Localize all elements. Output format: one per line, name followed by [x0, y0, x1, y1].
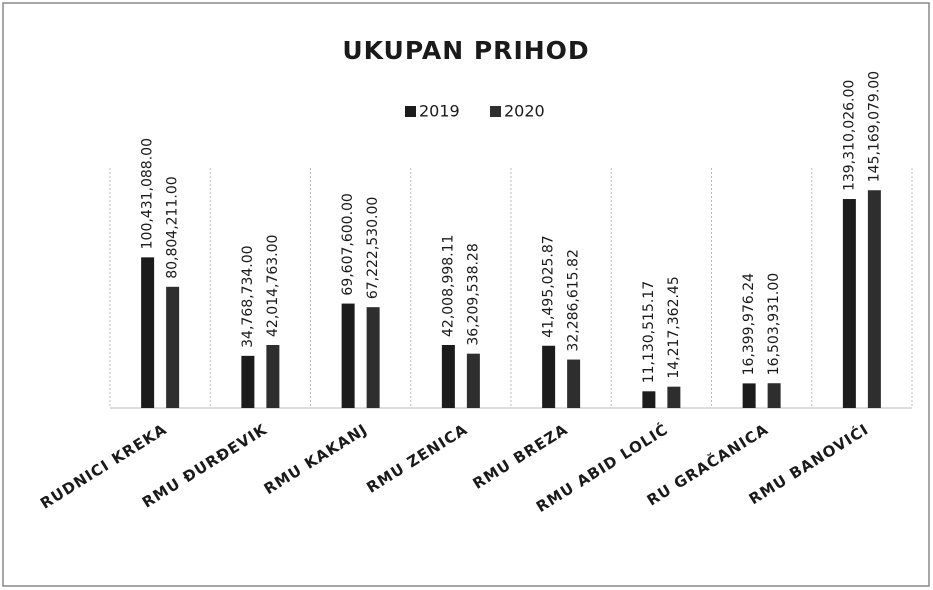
value-label: 42,008,998.11 — [440, 235, 456, 337]
legend-label: 2019 — [419, 102, 460, 121]
bar — [341, 303, 355, 408]
bar — [441, 344, 455, 408]
bar — [542, 345, 556, 408]
value-label: 139,310,026.00 — [841, 80, 857, 191]
bar — [466, 353, 480, 408]
value-label: 16,399,976.24 — [741, 273, 757, 376]
bar — [241, 355, 255, 408]
bar — [767, 383, 781, 408]
legend-label: 2020 — [504, 102, 545, 121]
value-label: 42,014,763.00 — [265, 235, 281, 337]
value-label: 16,503,931.00 — [766, 273, 782, 375]
bar — [842, 199, 856, 408]
value-label: 100,431,088.00 — [140, 138, 156, 249]
value-label: 41,495,025.87 — [541, 235, 557, 337]
legend-swatch — [490, 106, 501, 117]
legend-swatch — [405, 106, 416, 117]
value-label: 32,286,615.82 — [566, 249, 582, 351]
value-label: 14,217,362.45 — [666, 276, 682, 378]
bar — [642, 391, 656, 408]
bar — [567, 359, 581, 408]
value-label: 34,768,734.00 — [240, 245, 256, 347]
bar — [867, 190, 881, 408]
value-label: 67,222,530.00 — [365, 197, 381, 299]
bar — [742, 383, 756, 408]
value-label: 11,130,515.17 — [641, 281, 657, 383]
value-label: 36,209,538.28 — [465, 243, 481, 345]
bar — [141, 257, 155, 408]
chart-title: UKUPAN PRIHOD — [342, 36, 589, 65]
bar — [366, 307, 380, 408]
bar — [166, 286, 180, 408]
value-label: 80,804,211.00 — [165, 176, 181, 278]
x-tick-label: RMU BREZA — [470, 420, 572, 493]
x-tick-label: RMU ZENICA — [363, 420, 471, 497]
value-label: 145,169,079.00 — [866, 71, 882, 182]
value-label: 69,607,600.00 — [340, 193, 356, 295]
x-tick-label: RMU KAKANJ — [261, 420, 371, 498]
bar — [667, 386, 681, 408]
bar — [266, 344, 280, 408]
